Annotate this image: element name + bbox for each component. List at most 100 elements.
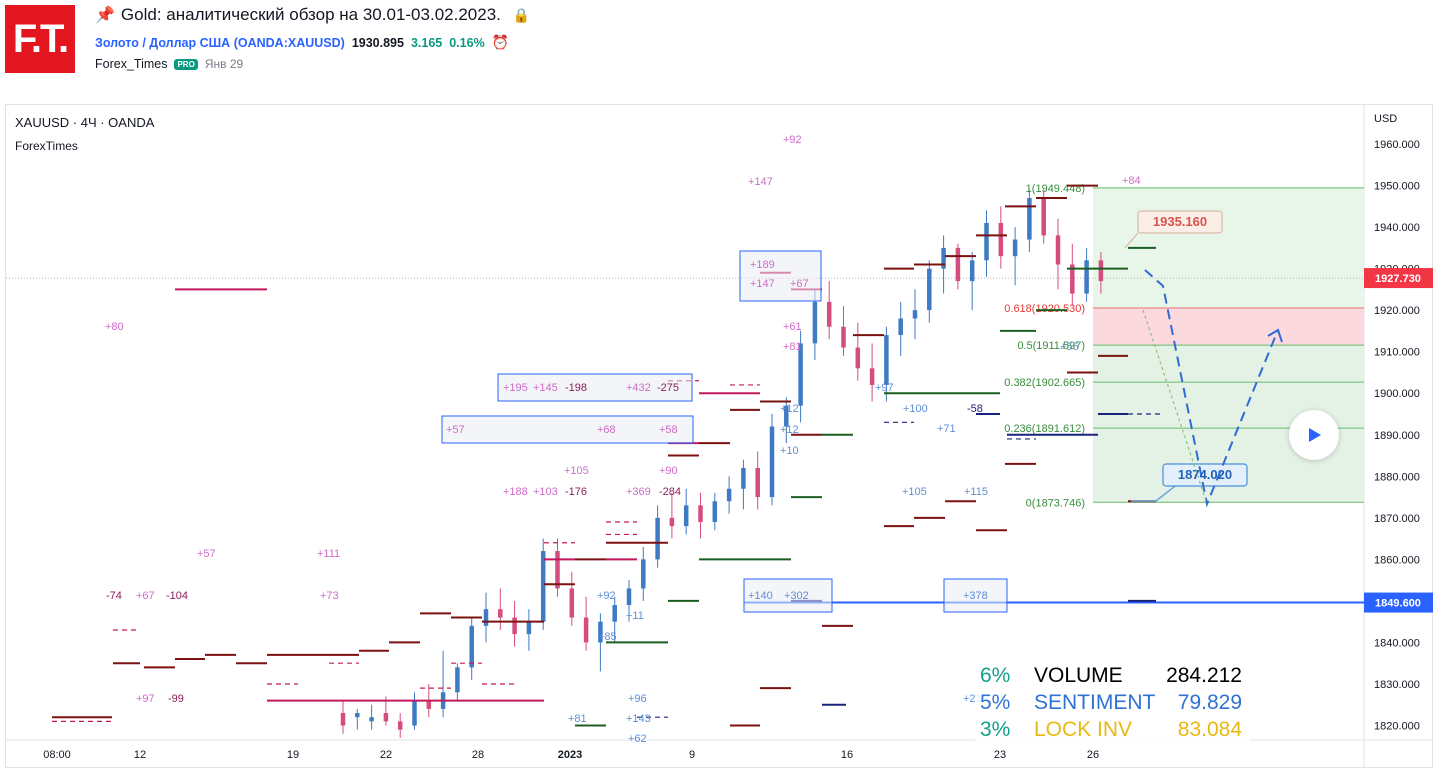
candle-body: [726, 488, 732, 502]
candle-body: [784, 405, 789, 427]
candle-body: [583, 617, 589, 643]
callout-low-label: 1874.020: [1178, 467, 1232, 482]
y-tick-label: 1820.000: [1374, 721, 1420, 733]
forecast-path: [1144, 269, 1279, 508]
alarm-clock-icon[interactable]: ⏰: [491, 34, 510, 50]
candle-body: [1027, 198, 1032, 240]
symbol-change: 3.165: [410, 35, 443, 50]
x-tick-label: 23: [994, 749, 1006, 761]
x-tick-label: 12: [134, 749, 146, 761]
candle-body: [469, 625, 474, 668]
annotation-label: +100: [903, 403, 928, 415]
candle-body: [512, 617, 517, 635]
candle-body: [869, 368, 875, 385]
candle-body: [626, 588, 632, 606]
candle-body: [569, 588, 575, 618]
study-label: ForexTimes: [15, 139, 78, 153]
annotation-label: +57: [197, 548, 216, 560]
candle-body: [455, 667, 460, 693]
last-price-badge-bg: [1364, 268, 1433, 289]
annotation-box: [497, 373, 693, 402]
currency-label: USD: [1374, 113, 1397, 125]
candle-body: [941, 247, 946, 269]
candle-body: [555, 551, 560, 589]
play-button[interactable]: [1289, 410, 1339, 460]
fib-level-label: 0.618(1920.530): [1004, 303, 1085, 315]
annotation-label: +68: [597, 424, 616, 436]
chart-frame[interactable]: [5, 104, 1433, 768]
annotation-label: +92: [783, 134, 802, 146]
candle-body: [1084, 260, 1089, 294]
stat-label: SENTIMENT: [1034, 691, 1156, 714]
annotation-label: -284: [659, 486, 681, 498]
candle-body: [841, 326, 846, 348]
author-name[interactable]: Forex_Times: [95, 57, 168, 71]
candle-body: [755, 467, 760, 498]
y-tick-label: 1950.000: [1374, 181, 1420, 193]
y-tick-label: 1840.000: [1374, 637, 1420, 649]
author-line: Forex_Times PRO Янв 29: [95, 57, 243, 71]
pro-badge: PRO: [174, 58, 198, 70]
hline-price-badge: 1849.600: [1375, 598, 1421, 610]
x-tick-label: 28: [472, 749, 484, 761]
idea-title-text: Gold: аналитический обзор на 30.01-03.02…: [120, 5, 501, 24]
annotation-label: +11: [626, 610, 644, 622]
stat-pct: 3%: [980, 718, 1010, 741]
candle-body: [498, 609, 503, 618]
annotation-label: +73: [320, 590, 339, 602]
candle-body: [741, 467, 746, 489]
hline-price-badge-bg: [1364, 592, 1433, 613]
candle-body: [340, 713, 346, 726]
candle-body: [984, 222, 989, 261]
callout-low-box: [1162, 463, 1248, 487]
annotation-box: [441, 415, 694, 444]
x-tick-label: 26: [1087, 749, 1099, 761]
stat-pct: 6%: [980, 664, 1010, 687]
annotation-label: +90: [659, 465, 678, 477]
candle-body: [998, 222, 1004, 257]
x-tick-label: 16: [841, 749, 853, 761]
annotation-label: +369: [626, 486, 651, 498]
y-tick-label: 1830.000: [1374, 679, 1420, 691]
annotation-label: -58: [967, 403, 983, 415]
candle-body: [1041, 198, 1046, 236]
annotation-label: +105: [564, 465, 589, 477]
annotation-label: +105: [902, 486, 927, 498]
annotation-label: -275: [657, 382, 679, 394]
stat-row-bg: [975, 662, 1250, 688]
candle-body: [855, 347, 861, 369]
candle-body: [898, 318, 903, 336]
candle-body: [355, 713, 360, 718]
candle-body: [955, 247, 961, 282]
annotation-label: +84: [1122, 175, 1141, 187]
symbol-link[interactable]: Золото / Доллар США (OANDA:XAUUSD): [95, 35, 345, 50]
last-price-badge: 1927.730: [1375, 273, 1421, 285]
lock-icon: 🔒: [512, 6, 531, 23]
candle-body: [826, 301, 832, 327]
annotation-label: +56: [1060, 341, 1079, 353]
candle-body: [526, 621, 532, 635]
annotation-label: +12: [780, 403, 799, 415]
annotation-label: +61: [783, 321, 802, 333]
annotation-label: -198: [565, 382, 587, 394]
brand-logo: F.T.: [5, 5, 75, 73]
annotation-label: +58: [659, 424, 678, 436]
annotation-label: +81: [568, 713, 587, 725]
candle-body: [798, 343, 803, 406]
candle-body: [612, 605, 617, 622]
candle-body: [655, 517, 660, 560]
x-tick-label: 9: [689, 749, 695, 761]
stat-row-bg: [975, 716, 1250, 742]
fib-level-label: 0(1873.746): [1026, 497, 1085, 509]
annotation-label: +67: [790, 278, 809, 290]
annotation-label: +92: [597, 590, 616, 602]
play-icon: [1309, 428, 1321, 442]
annotation-label: +103: [533, 486, 558, 498]
annotation-label: +85: [598, 631, 617, 643]
annotation-box: [743, 578, 833, 613]
annotation-label: -176: [565, 486, 587, 498]
candle-body: [369, 717, 374, 722]
annotation-label: +62: [628, 733, 647, 745]
chart-symbol-title: XAUUSD · 4Ч · OANDA: [15, 115, 155, 130]
